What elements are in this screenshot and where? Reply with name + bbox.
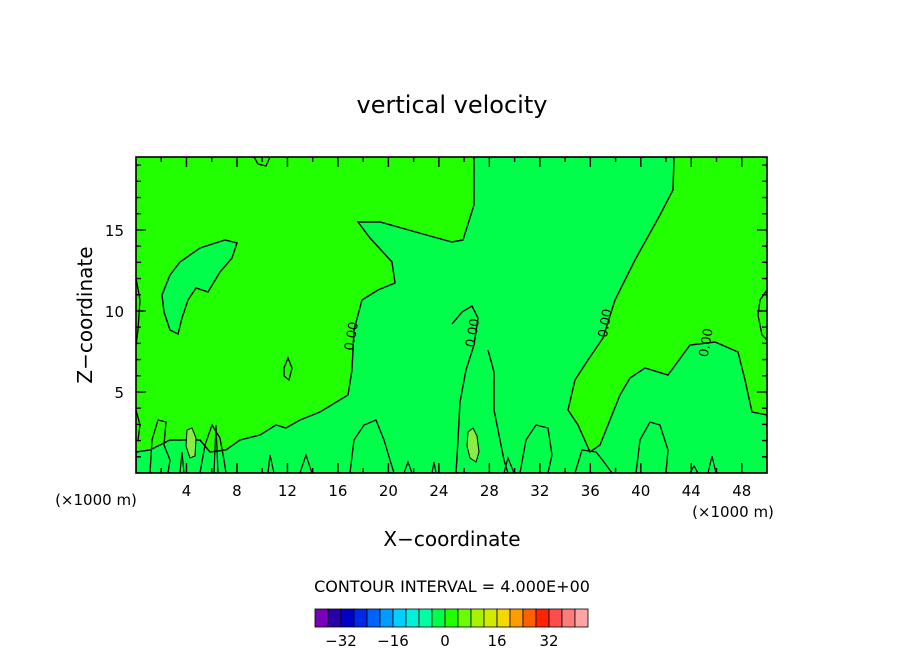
contour-line-28 [451,305,479,473]
colorbar-swatch [366,608,381,628]
colorbar-tick-label: 32 [539,632,558,650]
low-level-contour-1 [149,419,171,473]
colorbar-swatch [353,608,368,628]
colorbar-swatch [483,608,498,628]
colorbar-swatch [496,608,511,628]
colorbar-swatch [327,608,342,628]
colorbar-tick-labels: −32 −16 0 16 32 [325,632,558,650]
y-tick-label: 10 [105,303,124,321]
colorbar-tick-label: −16 [377,632,409,650]
y-axis-title: Z−coordinate [73,246,97,383]
colorbar-swatch [548,608,563,628]
x-tick-label: 36 [581,482,600,500]
updraft-core-2 [185,427,197,459]
colorbar-swatch [379,608,394,628]
colorbar-swatch [561,608,576,628]
low-level-contour-4 [519,424,553,473]
chart-title: vertical velocity [357,91,548,119]
plot-frame [135,156,768,474]
colorbar-swatch [405,608,420,628]
x-tick-label: 16 [328,482,347,500]
x-tick-label: 48 [732,482,751,500]
colorbar-tick-label: −32 [325,632,357,650]
colorbar-swatch [535,608,550,628]
x-units-label: (×1000 m) [692,503,774,521]
x-tick-label: 32 [530,482,549,500]
y-axis-ticks: 5 10 15 [105,164,767,458]
x-axis-title: X−coordinate [383,527,520,551]
colorbar-tick-label: 0 [440,632,450,650]
closed-contour-upper-left [161,239,238,336]
colorbar-swatch [431,608,446,628]
colorbar-swatch [522,608,537,628]
updraft-region-center [136,157,767,473]
small-loop-2 [253,157,271,167]
updraft-core [466,427,480,463]
x-tick-label: 12 [278,482,297,500]
colorbar-swatch [509,608,524,628]
colorbar-swatch [444,608,459,628]
low-level-contour-6 [574,449,613,473]
y-tick-label: 5 [114,384,124,402]
x-tick-label: 28 [480,482,499,500]
small-loop-1 [283,356,293,382]
contour-labels: 0.00 0.00 0.00 0.00 [342,308,716,359]
contour-label: 0.00 [596,308,616,339]
low-level-contour-3 [349,419,395,473]
contour-label: 0.00 [463,317,483,348]
x-tick-label: 24 [429,482,448,500]
contour-label: 0.00 [342,321,362,352]
bottom-spikes [179,424,717,473]
x-axis-ticks: 4 8 12 16 20 24 28 32 36 40 44 48 [160,157,751,500]
low-level-contour-5 [635,421,669,473]
x-tick-label: 8 [232,482,242,500]
colorbar-swatch [457,608,472,628]
left-edge-contour [136,277,141,346]
colorbar-swatch [340,608,355,628]
colorbar-swatch [418,608,433,628]
colorbar-swatch [392,608,407,628]
colorbar [314,608,589,628]
colorbar-swatch [470,608,485,628]
contour-interval-label: CONTOUR INTERVAL = 4.000E+00 [314,577,590,596]
colorbar-tick-label: 16 [487,632,506,650]
x-tick-label: 20 [379,482,398,500]
x-tick-label: 40 [631,482,650,500]
x-tick-label: 44 [682,482,701,500]
colorbar-swatch [314,608,329,628]
y-units-label: (×1000 m) [55,491,137,509]
x-tick-label: 4 [182,482,192,500]
plot-area [136,157,767,473]
right-edge-contour [757,289,767,341]
contour-label: 0.00 [697,327,717,358]
colorbar-swatch [574,608,589,628]
contour-line-28b [487,349,509,473]
y-tick-label: 15 [105,222,124,240]
